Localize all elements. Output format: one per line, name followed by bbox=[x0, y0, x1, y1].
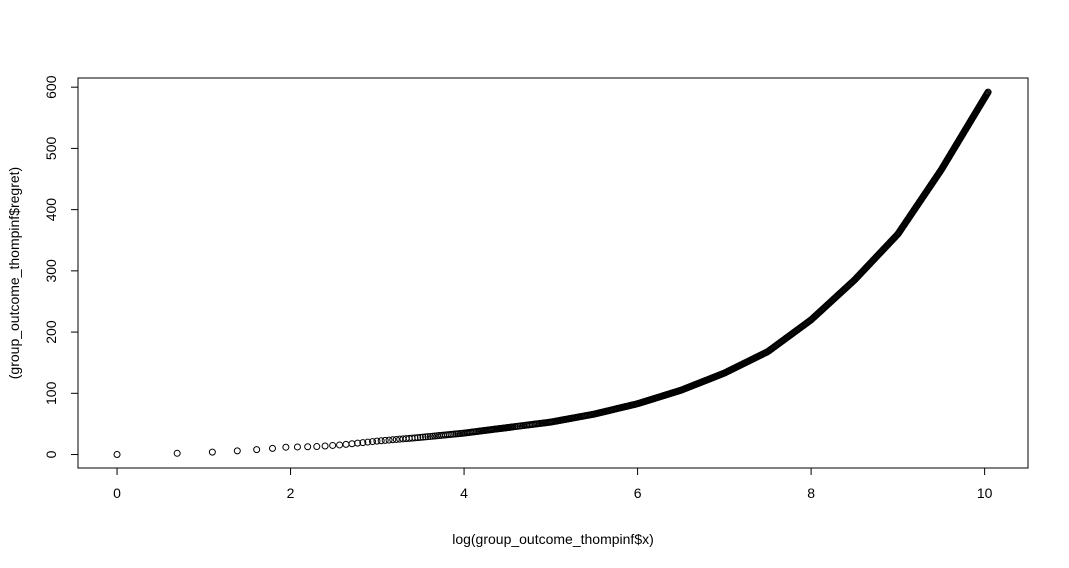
data-point bbox=[342, 440, 350, 448]
plot-frame bbox=[77, 77, 1029, 469]
data-point bbox=[113, 451, 121, 459]
data-point bbox=[336, 441, 344, 449]
x-tick-label: 10 bbox=[977, 485, 993, 501]
x-axis-title: log(group_outcome_thompinf$x) bbox=[452, 531, 654, 547]
data-point bbox=[416, 433, 424, 441]
data-point bbox=[348, 440, 356, 448]
data-point bbox=[385, 436, 393, 444]
data-point bbox=[424, 433, 432, 441]
data-point bbox=[268, 444, 276, 452]
data-point bbox=[377, 437, 385, 445]
data-point bbox=[329, 441, 337, 449]
y-axis-title: (group_outcome_thompinf$regret) bbox=[6, 167, 22, 379]
data-point bbox=[304, 443, 312, 451]
data-point bbox=[414, 434, 422, 442]
data-point bbox=[364, 438, 372, 446]
y-axis: 0 100 200 300 400 500 600 bbox=[43, 75, 79, 458]
data-point bbox=[389, 436, 397, 444]
data-point bbox=[426, 432, 434, 440]
data-point bbox=[422, 433, 429, 441]
data-point bbox=[429, 432, 437, 440]
data-point bbox=[419, 433, 427, 441]
data-point bbox=[208, 448, 216, 456]
data-point bbox=[354, 439, 362, 447]
y-tick-label: 400 bbox=[43, 198, 59, 222]
data-point bbox=[321, 442, 329, 450]
y-tick-label: 300 bbox=[43, 259, 59, 283]
data-point bbox=[282, 443, 290, 451]
data-point bbox=[381, 436, 389, 444]
x-tick-label: 4 bbox=[460, 485, 468, 501]
y-tick-label: 200 bbox=[43, 320, 59, 344]
y-tick-label: 600 bbox=[43, 75, 59, 99]
x-tick-label: 2 bbox=[287, 485, 295, 501]
y-tick-label: 500 bbox=[43, 137, 59, 161]
x-tick-label: 0 bbox=[113, 485, 121, 501]
data-point bbox=[233, 447, 241, 455]
x-tick-label: 8 bbox=[807, 485, 815, 501]
data-point bbox=[368, 438, 376, 446]
data-point bbox=[293, 443, 301, 451]
data-point bbox=[359, 439, 367, 447]
y-tick-label: 100 bbox=[43, 381, 59, 405]
data-point bbox=[984, 88, 992, 96]
data-point bbox=[411, 434, 419, 442]
y-tick-label: 0 bbox=[43, 450, 59, 458]
x-tick-label: 6 bbox=[634, 485, 642, 501]
data-point bbox=[373, 437, 381, 445]
data-point bbox=[313, 443, 321, 451]
data-points bbox=[113, 88, 992, 459]
data-point bbox=[173, 449, 181, 457]
data-point bbox=[392, 435, 400, 443]
x-axis: 0 2 4 6 8 10 bbox=[113, 467, 993, 501]
data-point bbox=[253, 446, 261, 454]
